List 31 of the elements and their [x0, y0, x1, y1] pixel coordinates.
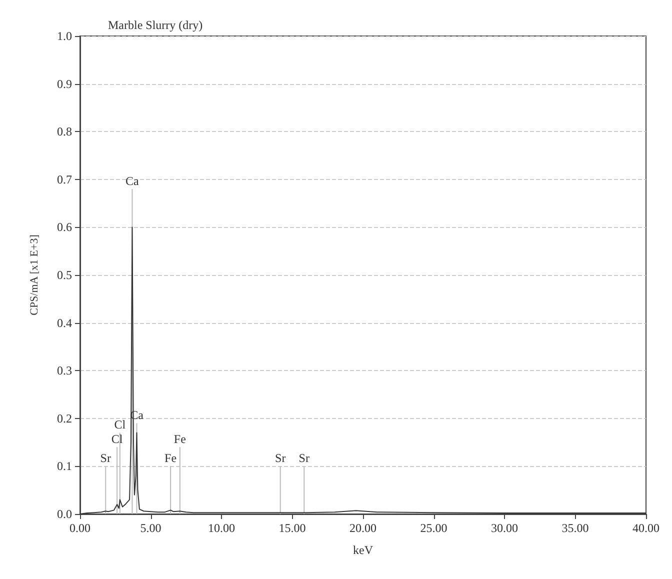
- data-label: Fe: [164, 451, 177, 466]
- y-tick-label: 0.8: [57, 124, 72, 139]
- x-tick-label: 0.00: [70, 521, 90, 535]
- data-label: Ca: [126, 174, 140, 188]
- data-label: Fe: [174, 432, 186, 446]
- y-tick-label: 0.9: [57, 76, 72, 91]
- data-label: Sr: [100, 451, 111, 466]
- data-label: Cl: [111, 432, 124, 446]
- y-tick-label: 0.4: [57, 316, 72, 330]
- x-tick-label: 25.00: [420, 521, 448, 535]
- y-tick-label: 0.0: [57, 507, 72, 521]
- chart-title: Marble Slurry (dry): [108, 18, 203, 32]
- x-tick-label: 40.00: [632, 521, 660, 535]
- data-label: Cl: [114, 418, 126, 432]
- y-tick-label: 0.2: [57, 411, 72, 426]
- x-tick-label: 20.00: [350, 521, 376, 535]
- data-label: Sr: [275, 451, 286, 466]
- x-tick-label: 15.00: [278, 521, 306, 535]
- x-tick-label: 5.00: [140, 521, 162, 535]
- y-tick-label: 0.1: [57, 459, 72, 474]
- y-tick-label: 0.5: [57, 268, 72, 282]
- data-label: Sr: [298, 451, 310, 466]
- x-tick-label: 10.00: [208, 521, 235, 535]
- y-tick-label: 1.0: [57, 29, 72, 43]
- y-tick-label: 0.7: [57, 172, 72, 186]
- y-tick-label: 0.3: [57, 364, 72, 378]
- x-axis-title: keV: [353, 543, 374, 557]
- x-tick-label: 35.00: [562, 521, 589, 535]
- y-tick-label: 0.6: [57, 220, 72, 234]
- y-axis-title: CPS/mA [x1 E+3]: [28, 234, 40, 316]
- x-tick-label: 30.00: [491, 521, 518, 535]
